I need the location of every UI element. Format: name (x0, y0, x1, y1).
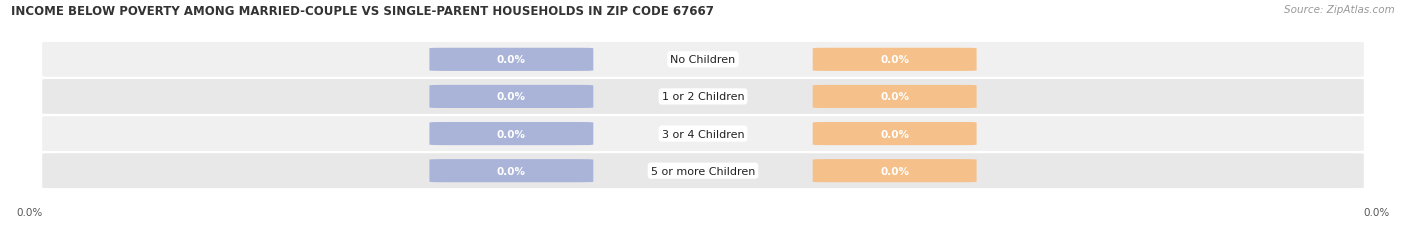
FancyBboxPatch shape (429, 159, 593, 182)
FancyBboxPatch shape (429, 85, 593, 109)
Text: 0.0%: 0.0% (880, 166, 910, 176)
FancyBboxPatch shape (813, 122, 977, 146)
Text: 0.0%: 0.0% (496, 129, 526, 139)
Text: 0.0%: 0.0% (17, 207, 44, 218)
FancyBboxPatch shape (42, 43, 1364, 77)
Text: 5 or more Children: 5 or more Children (651, 166, 755, 176)
Text: 0.0%: 0.0% (496, 166, 526, 176)
FancyBboxPatch shape (429, 122, 593, 146)
Text: 3 or 4 Children: 3 or 4 Children (662, 129, 744, 139)
FancyBboxPatch shape (813, 49, 977, 72)
FancyBboxPatch shape (42, 117, 1364, 151)
Text: 0.0%: 0.0% (880, 55, 910, 65)
Text: INCOME BELOW POVERTY AMONG MARRIED-COUPLE VS SINGLE-PARENT HOUSEHOLDS IN ZIP COD: INCOME BELOW POVERTY AMONG MARRIED-COUPL… (11, 5, 714, 18)
Text: 0.0%: 0.0% (496, 55, 526, 65)
Text: Source: ZipAtlas.com: Source: ZipAtlas.com (1284, 5, 1395, 15)
FancyBboxPatch shape (42, 154, 1364, 188)
Text: 0.0%: 0.0% (496, 92, 526, 102)
FancyBboxPatch shape (429, 49, 593, 72)
FancyBboxPatch shape (42, 80, 1364, 114)
Text: 0.0%: 0.0% (880, 129, 910, 139)
Text: 0.0%: 0.0% (1362, 207, 1389, 218)
Text: 0.0%: 0.0% (880, 92, 910, 102)
Text: No Children: No Children (671, 55, 735, 65)
Text: 1 or 2 Children: 1 or 2 Children (662, 92, 744, 102)
FancyBboxPatch shape (813, 85, 977, 109)
FancyBboxPatch shape (813, 159, 977, 182)
